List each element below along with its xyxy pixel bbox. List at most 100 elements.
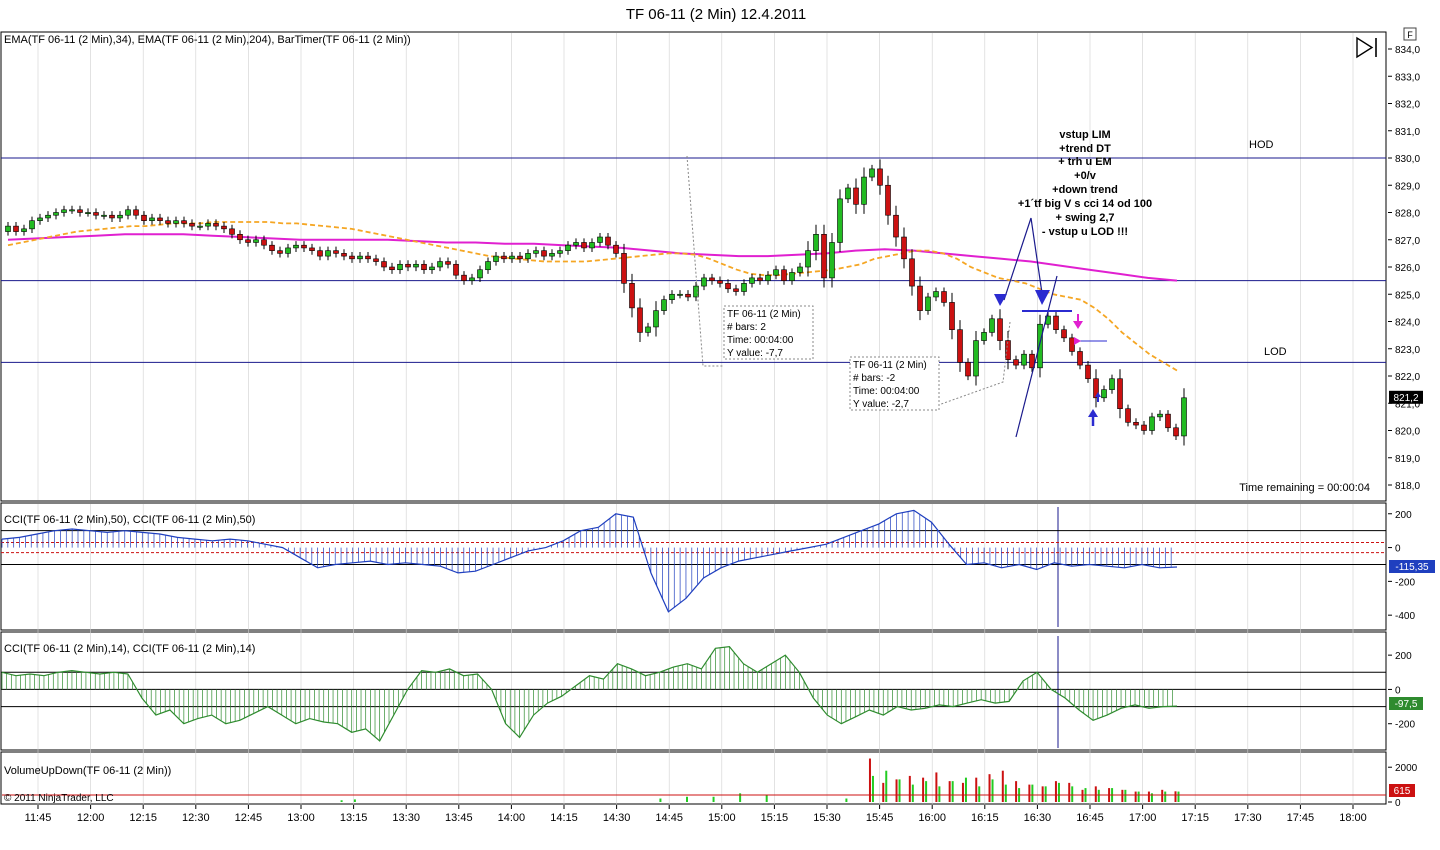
candle-down bbox=[957, 329, 963, 363]
price-panel bbox=[0, 31, 1387, 502]
corner-format-button[interactable] bbox=[1403, 27, 1417, 41]
cci50-axis: 200 0 -200 -400 bbox=[1388, 510, 1415, 622]
candle-up bbox=[565, 244, 571, 251]
candle-up bbox=[669, 293, 675, 300]
cci50-tick-label: -200 bbox=[1395, 577, 1415, 588]
cci50-histogram bbox=[1, 510, 1172, 612]
price-tick-label: 834,0 bbox=[1395, 45, 1420, 56]
play-to-end-button[interactable] bbox=[1354, 36, 1380, 59]
candle-up bbox=[493, 255, 499, 262]
play-icon bbox=[1356, 36, 1374, 59]
time-tick-label: 13:45 bbox=[445, 812, 473, 824]
ema34-series bbox=[7, 221, 1178, 372]
candle-up bbox=[645, 326, 651, 333]
price-tick-label: 833,0 bbox=[1395, 72, 1420, 83]
price-tick-label: 824,0 bbox=[1395, 318, 1420, 329]
candle-down bbox=[725, 283, 731, 290]
candle-up bbox=[837, 198, 843, 243]
candle-down bbox=[261, 239, 267, 246]
candle-down bbox=[949, 302, 955, 330]
candle-down bbox=[885, 184, 891, 216]
price-tick-label: 829,0 bbox=[1395, 181, 1420, 192]
candle-up bbox=[765, 274, 771, 281]
candle-down bbox=[1029, 353, 1035, 369]
cci50-tick-label: -400 bbox=[1395, 611, 1415, 622]
volume-axis: 2000 0 bbox=[1388, 763, 1418, 809]
candle-down bbox=[909, 258, 915, 287]
candle-up bbox=[21, 228, 27, 232]
pink-down-arrow-icon bbox=[1073, 321, 1083, 329]
candle-down bbox=[341, 253, 347, 257]
candle-down bbox=[941, 291, 947, 303]
candle-down bbox=[317, 250, 323, 257]
measure-box-2-line: Y value: -2,7 bbox=[853, 399, 909, 410]
candle-up bbox=[197, 225, 203, 228]
measure-box-2-line: Time: 00:04:00 bbox=[853, 386, 920, 397]
candle-up bbox=[589, 242, 595, 249]
candle-down bbox=[269, 244, 275, 251]
cci14-label: CCI(TF 06-11 (2 Min),14), CCI(TF 06-11 (… bbox=[4, 643, 255, 655]
candle-up bbox=[1181, 397, 1187, 437]
candle-down bbox=[189, 223, 195, 227]
price-levels bbox=[1, 157, 1386, 363]
drawing-tools[interactable] bbox=[686, 155, 1107, 748]
candle-down bbox=[613, 244, 619, 254]
candle-up bbox=[85, 212, 91, 215]
last-price-value: 821,2 bbox=[1393, 393, 1418, 404]
time-tick-label: 12:00 bbox=[77, 812, 105, 824]
price-tick-label: 822,0 bbox=[1395, 372, 1420, 383]
candle-up bbox=[1037, 323, 1043, 369]
price-indicator-label: EMA(TF 06-11 (2 Min),34), EMA(TF 06-11 (… bbox=[4, 34, 411, 46]
candle-up bbox=[861, 176, 867, 205]
price-tick-label: 831,0 bbox=[1395, 127, 1420, 138]
candle-down bbox=[621, 253, 627, 284]
candle-down bbox=[13, 225, 19, 232]
cci50-label: CCI(TF 06-11 (2 Min),50), CCI(TF 06-11 (… bbox=[4, 514, 255, 526]
time-tick-label: 14:15 bbox=[550, 812, 578, 824]
candle-down bbox=[1173, 427, 1179, 437]
candle-down bbox=[157, 217, 163, 221]
time-tick-label: 16:15 bbox=[971, 812, 999, 824]
cci14-histogram bbox=[1, 646, 1173, 741]
price-tick-label: 821,0 bbox=[1395, 399, 1420, 410]
cci14-reference-lines bbox=[1, 671, 1386, 708]
time-tick-label: 16:45 bbox=[1076, 812, 1104, 824]
measure-box-1-line: Y value: -7,7 bbox=[727, 348, 783, 359]
up-arrow-icon bbox=[1088, 409, 1098, 417]
candle-up bbox=[397, 263, 403, 271]
hod-label: HOD bbox=[1249, 139, 1274, 151]
time-tick-label: 12:45 bbox=[235, 812, 263, 824]
lod-label: LOD bbox=[1264, 346, 1287, 358]
candle-down bbox=[877, 168, 883, 186]
measure-box-1[interactable]: TF 06-11 (2 Min) # bars: 2 Time: 00:04:0… bbox=[723, 305, 814, 360]
candle-up bbox=[925, 296, 931, 311]
candle-up bbox=[805, 250, 811, 268]
trade-annotation[interactable]: vstup LIM +trend DT + trh u EM +0/v +dow… bbox=[1018, 129, 1152, 238]
time-tick-label: 16:30 bbox=[1024, 812, 1052, 824]
time-tick-label: 13:00 bbox=[287, 812, 315, 824]
candle-up bbox=[429, 266, 435, 271]
candle-down bbox=[1093, 378, 1099, 399]
candle-up bbox=[69, 209, 75, 212]
candle-up bbox=[101, 214, 107, 217]
candle-down bbox=[501, 255, 507, 260]
last-price-marker: 821,2 bbox=[1389, 390, 1423, 404]
candle-down bbox=[1005, 340, 1011, 360]
cci50-line-path bbox=[1, 509, 1178, 613]
measure-line-1 bbox=[686, 155, 724, 367]
candle-up bbox=[477, 269, 483, 279]
candle-down bbox=[77, 209, 83, 213]
candle-down bbox=[517, 255, 523, 260]
time-tick-label: 17:00 bbox=[1129, 812, 1157, 824]
candle-down bbox=[405, 263, 411, 268]
candle-down bbox=[685, 293, 691, 298]
cci14-last-marker: -97,5 bbox=[1389, 697, 1423, 710]
trend-line-1 bbox=[1015, 275, 1058, 438]
candle-up bbox=[37, 217, 43, 221]
cci50-tick-label: 200 bbox=[1395, 510, 1412, 521]
time-tick-label: 14:00 bbox=[498, 812, 526, 824]
measure-box-2[interactable]: TF 06-11 (2 Min) # bars: -2 Time: 00:04:… bbox=[849, 356, 940, 411]
volume-tick-label: 2000 bbox=[1395, 763, 1418, 774]
candle-up bbox=[829, 242, 835, 279]
annotation-line: + trh u EM bbox=[1058, 156, 1111, 168]
